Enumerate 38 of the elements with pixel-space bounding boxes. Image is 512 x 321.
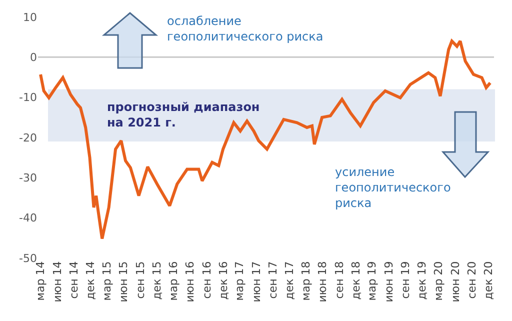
x-tick-label: сен 15 <box>134 261 147 299</box>
x-tick-label: сен 17 <box>266 261 280 299</box>
x-tick-label: июн 20 <box>448 261 462 302</box>
y-tick-label: -40 <box>19 212 37 225</box>
x-tick-label: июн 18 <box>316 261 330 302</box>
y-tick-label: -20 <box>19 131 37 144</box>
band-label: прогнозный диапазон на 2021 г. <box>107 100 260 130</box>
x-tick-label: сен 20 <box>466 261 479 299</box>
y-tick-label: -10 <box>19 91 37 104</box>
x-tick-label: дек 14 <box>84 261 98 300</box>
y-tick-label: -30 <box>19 172 37 185</box>
x-tick-label: дек 15 <box>150 261 164 300</box>
x-tick-label: сен 16 <box>200 261 214 299</box>
x-tick-label: дек 20 <box>482 261 496 300</box>
x-tick-label: дек 17 <box>283 261 296 300</box>
y-tick-label: 0 <box>30 51 37 64</box>
x-tick-label: мар 19 <box>366 261 379 301</box>
annotation: ослабление геополитического риска <box>167 14 324 44</box>
x-tick-label: сен 14 <box>68 261 81 299</box>
x-tick-label: дек 16 <box>216 261 230 300</box>
x-tick-label: дек 19 <box>416 261 429 300</box>
x-tick-label: мар 18 <box>299 261 312 301</box>
x-tick-label: мар 20 <box>432 261 446 301</box>
x-tick-label: июн 16 <box>184 261 197 302</box>
x-tick-label: июн 19 <box>382 261 396 302</box>
x-tick-label: мар 17 <box>233 261 246 301</box>
x-tick-label: июн 14 <box>50 261 64 302</box>
x-tick-label: мар 14 <box>34 261 48 301</box>
x-tick-label: сен 18 <box>332 261 346 299</box>
x-tick-label: сен 19 <box>399 261 412 299</box>
annotation: усиление геополитического риска <box>335 165 451 210</box>
y-tick-label: -50 <box>19 252 37 265</box>
y-tick-label: 10 <box>23 10 37 24</box>
x-tick-label: мар 15 <box>100 261 114 301</box>
x-tick-label: июн 17 <box>250 261 263 302</box>
x-tick-label: дек 18 <box>349 261 362 300</box>
x-tick-label: июн 15 <box>117 261 130 302</box>
x-tick-label: мар 16 <box>166 261 180 301</box>
